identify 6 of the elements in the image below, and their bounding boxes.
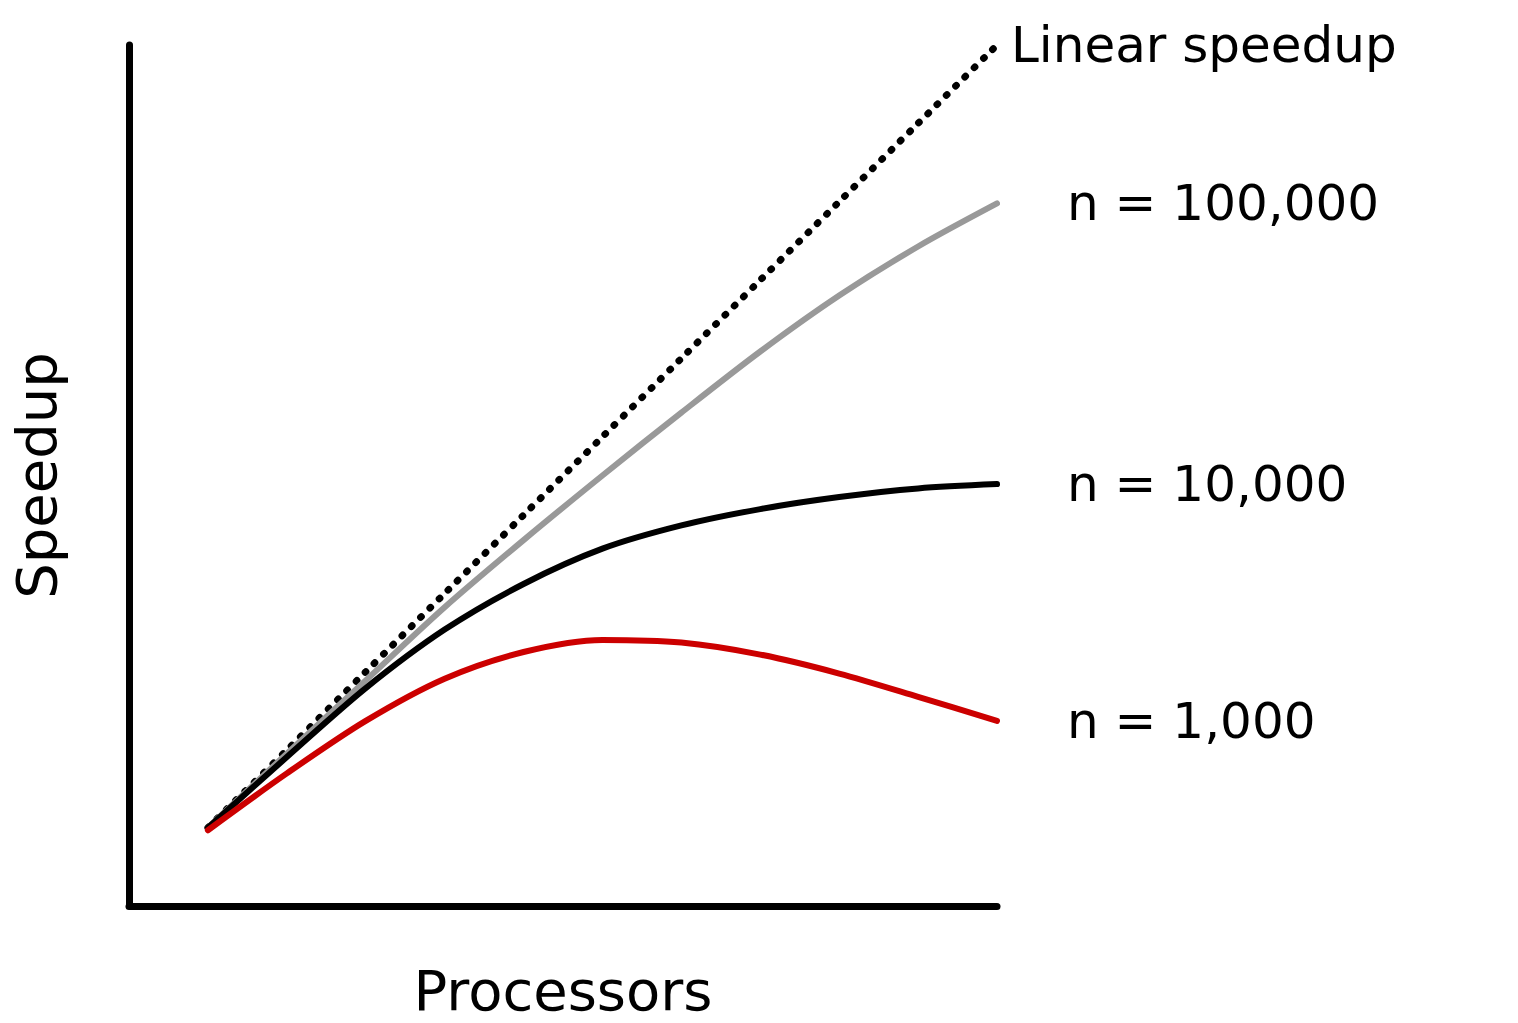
y-axis-title: Speedup xyxy=(3,352,69,599)
series-label: n = 1,000 xyxy=(1067,691,1316,750)
x-axis-title: Processors xyxy=(413,957,713,1023)
series-label: n = 100,000 xyxy=(1067,174,1380,233)
series-label: n = 10,000 xyxy=(1067,455,1348,514)
series-label: Linear speedup xyxy=(1011,16,1397,74)
